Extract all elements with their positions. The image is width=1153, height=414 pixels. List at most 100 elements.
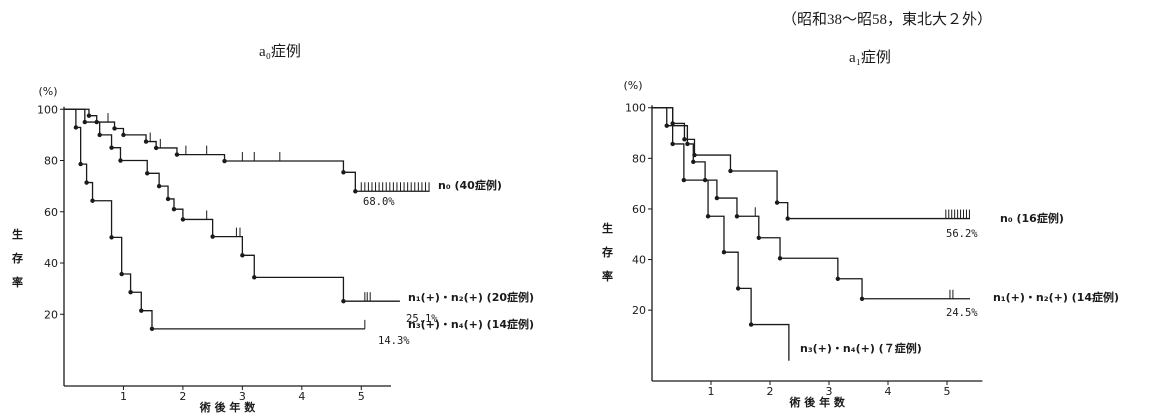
series-label: n₃(+)・n₄(+) (７症例) bbox=[800, 341, 922, 355]
y-tick-label: 60 bbox=[632, 203, 646, 216]
event-dot bbox=[785, 216, 790, 221]
event-dot bbox=[121, 132, 126, 138]
survival-series-1: n₀ (16症例) 56.2% bbox=[652, 107, 1064, 240]
event-dot bbox=[145, 171, 150, 176]
event-dot bbox=[681, 177, 687, 183]
y-tick-label: 80 bbox=[44, 155, 58, 168]
event-dot bbox=[222, 158, 227, 164]
end-survival-label: 25.1% bbox=[406, 313, 438, 325]
event-dot bbox=[777, 256, 783, 261]
event-dot bbox=[353, 189, 358, 194]
event-dot bbox=[685, 141, 690, 147]
event-dot bbox=[165, 196, 171, 202]
x-tick-label: 4 bbox=[885, 385, 892, 398]
event-dot bbox=[748, 322, 754, 327]
event-dot bbox=[82, 119, 88, 125]
x-tick-label: 3 bbox=[826, 385, 833, 398]
event-dot bbox=[128, 290, 133, 295]
event-dot bbox=[341, 170, 346, 175]
event-dot bbox=[735, 286, 741, 291]
x-tick-label: 1 bbox=[120, 390, 127, 403]
series-label: n₀ (16症例) bbox=[1000, 211, 1064, 225]
end-survival-label: 14.3% bbox=[378, 335, 410, 347]
survival-series-2: n₁(+)・n₂(+) (14症例) 24.5% bbox=[652, 107, 1119, 319]
event-dot bbox=[171, 206, 177, 212]
chart-title: a₁症例 bbox=[849, 49, 891, 66]
event-dot bbox=[109, 235, 114, 240]
x-tick-label: 4 bbox=[298, 390, 305, 403]
y-axis-label: 生 存 率 bbox=[601, 221, 614, 282]
end-survival-label: 24.5% bbox=[946, 307, 978, 319]
survival-curve bbox=[652, 107, 971, 300]
event-dot bbox=[721, 250, 727, 255]
chart-title: a₀症例 bbox=[259, 43, 301, 60]
x-tick-label: 5 bbox=[944, 385, 951, 398]
survival-chart-1: a₀症例 100 80 60 40 20 1 2 3 4 5 (%) 生 存 率術 後 年 数 n₀ (4… bbox=[11, 43, 535, 414]
event-dot bbox=[664, 123, 669, 128]
event-dot bbox=[756, 235, 761, 240]
event-dot bbox=[73, 125, 79, 130]
x-tick-label: 3 bbox=[239, 390, 246, 403]
x-tick-label: 2 bbox=[179, 390, 186, 403]
event-dot bbox=[156, 183, 162, 189]
x-tick-label: 2 bbox=[767, 385, 774, 398]
event-dot bbox=[210, 234, 215, 239]
event-dot bbox=[118, 158, 123, 163]
event-dot bbox=[859, 296, 865, 301]
event-dot bbox=[728, 168, 733, 174]
event-dot bbox=[734, 214, 740, 219]
survival-curve bbox=[652, 107, 971, 220]
x-axis-label: 術 後 年 数 bbox=[199, 400, 256, 414]
event-dot bbox=[691, 159, 696, 165]
survival-series-2: n₁(+)・n₂(+) (20症例) 25.1% bbox=[64, 108, 534, 325]
series-label: n₃(+)・n₄(+) (14症例) bbox=[408, 317, 534, 331]
y-tick-label: 60 bbox=[44, 206, 58, 219]
event-dot bbox=[90, 198, 95, 203]
y-tick-label: 40 bbox=[44, 257, 58, 270]
survival-chart-2: a₁症例 100 80 60 40 20 1 2 3 4 5 (%) 生 存 率術 後 年 数 n₀ (1… bbox=[601, 49, 1120, 409]
survival-series-1: n₀ (40症例) 68.0% bbox=[64, 108, 502, 208]
y-axis-label: 生 存 率 bbox=[11, 227, 24, 288]
event-dot bbox=[682, 137, 687, 142]
event-dot bbox=[84, 180, 89, 185]
y-tick-label: 20 bbox=[632, 304, 646, 317]
survival-curve bbox=[652, 107, 790, 361]
end-survival-label: 68.0% bbox=[363, 196, 395, 208]
event-dot bbox=[149, 326, 155, 332]
survival-curve bbox=[64, 108, 400, 302]
event-dot bbox=[78, 161, 83, 167]
event-dot bbox=[139, 308, 144, 313]
event-dot bbox=[774, 200, 780, 205]
y-tick-label: 100 bbox=[37, 103, 58, 116]
x-axis-label: 術 後 年 数 bbox=[788, 395, 845, 409]
event-dot bbox=[341, 298, 346, 304]
series-label: n₀ (40症例) bbox=[438, 178, 502, 192]
end-survival-label: 56.2% bbox=[946, 228, 978, 240]
event-dot bbox=[86, 113, 92, 118]
event-dot bbox=[670, 141, 675, 147]
event-dot bbox=[705, 214, 711, 219]
series-label: n₁(+)・n₂(+) (20症例) bbox=[408, 290, 534, 304]
event-dot bbox=[153, 145, 159, 151]
series-label: n₁(+)・n₂(+) (14症例) bbox=[993, 290, 1119, 304]
y-tick-label: 100 bbox=[625, 102, 646, 115]
y-unit-label: (%) bbox=[623, 79, 642, 92]
event-dot bbox=[143, 139, 149, 144]
survival-curve bbox=[64, 108, 430, 192]
survival-curve bbox=[64, 108, 365, 330]
x-tick-label: 5 bbox=[358, 390, 365, 403]
x-tick-label: 1 bbox=[708, 385, 715, 398]
event-dot bbox=[112, 126, 117, 131]
y-unit-label: (%) bbox=[38, 85, 57, 98]
event-dot bbox=[714, 195, 720, 201]
y-tick-label: 80 bbox=[632, 152, 646, 165]
event-dot bbox=[174, 152, 180, 157]
survival-series-3: n₃(+)・n₄(+) (14症例) 14.3% bbox=[64, 108, 534, 347]
event-dot bbox=[240, 253, 245, 258]
y-tick-label: 20 bbox=[44, 308, 58, 321]
event-dot bbox=[109, 145, 114, 150]
y-tick-label: 40 bbox=[632, 254, 646, 267]
event-dot bbox=[119, 271, 124, 277]
event-dot bbox=[97, 132, 102, 138]
